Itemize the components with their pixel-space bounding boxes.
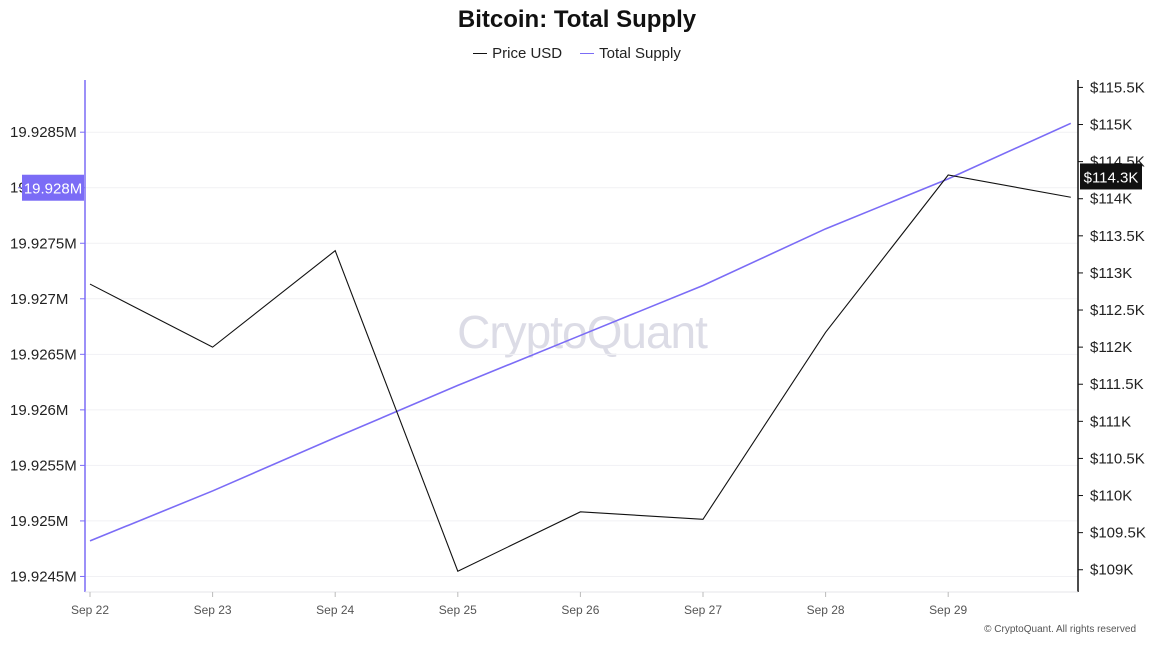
- y-right-tick-label: $115.5K: [1090, 79, 1145, 96]
- right-current-value-badge: [1080, 163, 1142, 190]
- legend-swatch-supply: [580, 53, 595, 54]
- legend-label-supply: Total Supply: [599, 45, 681, 62]
- x-tick-label: Sep 24: [316, 603, 354, 617]
- series-line-total-supply[interactable]: [89, 122, 1072, 542]
- x-tick-label: Sep 25: [439, 603, 477, 617]
- left-current-value-badge: [22, 174, 84, 201]
- legend-label-price: Price USD: [492, 45, 563, 62]
- y-right-tick-label: $111K: [1090, 413, 1131, 430]
- y-left-tick-label: 19.9275M: [10, 235, 77, 252]
- x-tick-label: Sep 27: [684, 603, 722, 617]
- legend-item-supply[interactable]: Total Supply: [580, 45, 681, 62]
- y-right-tick-label: $112.5K: [1090, 302, 1145, 319]
- left-current-value-label: 19.928M: [24, 181, 82, 198]
- y-right-tick-label: $112K: [1090, 339, 1132, 356]
- y-right-tick-label: $115K: [1090, 117, 1132, 134]
- y-right-tick-label: $109.5K: [1090, 525, 1146, 542]
- y-right-tick-label: $111.5K: [1090, 376, 1144, 393]
- y-left-tick-label: 19.925M: [10, 513, 68, 530]
- x-tick-label: Sep 28: [807, 603, 845, 617]
- y-right-tick-label: $114K: [1090, 191, 1132, 208]
- chart-legend: Price USD Total Supply: [0, 45, 1154, 62]
- y-right-tick-label: $113K: [1090, 265, 1132, 282]
- legend-swatch-price: [473, 53, 488, 54]
- right-current-value-label: $114.3K: [1084, 169, 1139, 186]
- y-left-tick-label: 19.927M: [10, 291, 68, 308]
- y-right-tick-label: $109K: [1090, 562, 1133, 579]
- y-left-tick-label: 19.926M: [10, 402, 68, 419]
- y-right-tick-label: $113.5K: [1090, 228, 1145, 245]
- y-left-tick-label: 19.9265M: [10, 346, 77, 363]
- x-tick-label: Sep 29: [929, 603, 967, 617]
- x-tick-label: Sep 26: [561, 603, 599, 617]
- series-line-price-usd[interactable]: [89, 174, 1071, 572]
- legend-item-price[interactable]: Price USD: [473, 45, 562, 62]
- y-left-tick-label: 19.9245M: [10, 568, 77, 585]
- y-right-tick-label: $110K: [1090, 488, 1132, 505]
- copyright-notice: © CryptoQuant. All rights reserved: [984, 624, 1136, 635]
- x-tick-label: Sep 22: [71, 603, 109, 617]
- y-right-tick-label: $110.5K: [1090, 450, 1145, 467]
- x-tick-label: Sep 23: [194, 603, 232, 617]
- y-left-tick-label: 19.9285M: [10, 124, 77, 141]
- y-left-tick-label: 19.9255M: [10, 457, 77, 474]
- chart-title: Bitcoin: Total Supply: [457, 6, 697, 33]
